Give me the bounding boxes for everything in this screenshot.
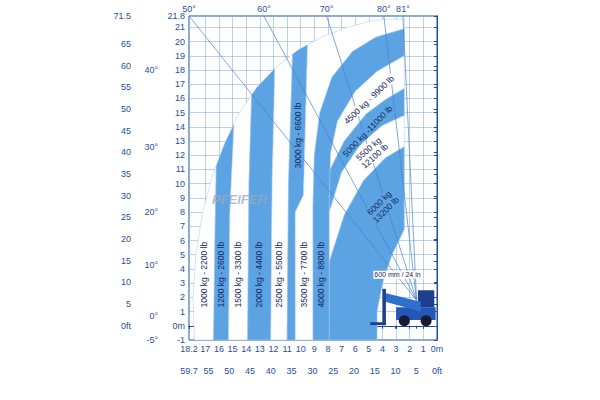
svg-text:PFEIFER: PFEIFER [212,192,268,207]
svg-text:12: 12 [175,150,185,160]
svg-text:6: 6 [180,236,185,246]
svg-text:21.8: 21.8 [167,11,185,21]
svg-text:-5°: -5° [146,335,158,345]
svg-text:20: 20 [175,37,185,47]
svg-text:4500 kg - 9900 lb: 4500 kg - 9900 lb [342,73,396,126]
svg-text:8: 8 [325,344,330,354]
svg-text:18.2: 18.2 [180,344,198,354]
svg-text:17: 17 [175,79,185,89]
svg-text:20: 20 [349,366,359,376]
svg-text:11: 11 [282,344,291,354]
svg-text:600 mm / 24 in: 600 mm / 24 in [374,271,420,278]
svg-text:10°: 10° [144,260,158,270]
svg-text:13: 13 [255,344,265,354]
svg-text:10: 10 [121,277,131,287]
svg-text:3: 3 [180,278,185,288]
svg-text:5: 5 [180,250,185,260]
svg-text:18: 18 [175,65,185,75]
svg-text:12: 12 [268,344,278,354]
svg-text:16: 16 [175,93,185,103]
svg-text:14: 14 [175,122,185,132]
svg-text:5000 kg -11000 lb: 5000 kg -11000 lb [340,103,395,159]
svg-text:60°: 60° [257,4,271,14]
svg-text:5: 5 [126,299,131,309]
svg-text:25: 25 [121,212,131,222]
svg-text:0°: 0° [149,311,158,321]
svg-text:81°: 81° [396,4,410,14]
svg-text:2500 kg - 5500 lb: 2500 kg - 5500 lb [274,242,284,308]
svg-text:15: 15 [175,108,185,118]
svg-text:30: 30 [307,366,317,376]
svg-text:30: 30 [121,191,131,201]
svg-text:21: 21 [175,22,185,32]
svg-text:14: 14 [241,344,251,354]
svg-text:55: 55 [121,82,131,92]
svg-text:4: 4 [180,264,185,274]
svg-text:11: 11 [176,164,185,174]
svg-text:1: 1 [180,307,185,317]
svg-text:50°: 50° [182,4,196,14]
svg-text:40°: 40° [144,65,158,75]
svg-text:25: 25 [328,366,338,376]
svg-text:5: 5 [414,366,419,376]
svg-text:13200 lb: 13200 lb [371,195,401,225]
svg-text:35: 35 [121,169,131,179]
svg-text:-1: -1 [177,335,185,345]
svg-text:4000 kg - 8800 lb: 4000 kg - 8800 lb [316,242,326,308]
svg-text:13: 13 [175,136,185,146]
svg-text:8: 8 [180,207,185,217]
svg-text:17: 17 [200,344,210,354]
svg-text:50: 50 [121,104,131,114]
svg-text:65: 65 [121,39,131,49]
svg-text:5: 5 [366,344,371,354]
svg-text:1500 kg - 3300 lb: 1500 kg - 3300 lb [233,242,243,308]
svg-text:0ft: 0ft [121,321,132,331]
svg-text:80°: 80° [377,4,391,14]
svg-text:71.5: 71.5 [113,11,131,21]
svg-text:2: 2 [180,292,185,302]
svg-text:7: 7 [180,221,185,231]
svg-text:16: 16 [214,344,224,354]
svg-text:7: 7 [339,344,344,354]
svg-text:1: 1 [421,344,426,354]
svg-text:10: 10 [175,179,185,189]
svg-text:45: 45 [245,366,255,376]
svg-text:35: 35 [287,366,297,376]
svg-text:0m: 0m [431,344,444,354]
svg-text:10: 10 [390,366,400,376]
svg-text:15: 15 [370,366,380,376]
svg-text:2: 2 [407,344,412,354]
svg-text:59.7: 59.7 [180,366,198,376]
svg-text:20: 20 [121,234,131,244]
svg-text:3000 kg - 6600 lb: 3000 kg - 6600 lb [293,102,303,168]
svg-text:0m: 0m [172,321,185,331]
svg-text:10: 10 [296,344,306,354]
svg-text:19: 19 [175,51,185,61]
svg-text:2000 kg - 4400 lb: 2000 kg - 4400 lb [254,242,264,308]
svg-text:50: 50 [224,366,234,376]
svg-text:55: 55 [204,366,214,376]
svg-text:40: 40 [266,366,276,376]
svg-text:3500 kg - 7700 lb: 3500 kg - 7700 lb [299,242,309,308]
svg-text:9: 9 [180,193,185,203]
svg-text:15: 15 [228,344,238,354]
svg-text:6: 6 [353,344,358,354]
svg-text:5500 kg: 5500 kg [353,135,383,163]
svg-text:0ft: 0ft [432,366,443,376]
svg-text:6000 kg: 6000 kg [364,188,394,218]
svg-text:40: 40 [121,147,131,157]
svg-text:45: 45 [121,126,131,136]
svg-text:3: 3 [394,344,399,354]
svg-text:30°: 30° [144,142,158,152]
svg-text:1200 kg - 2600 lb: 1200 kg - 2600 lb [216,242,226,308]
svg-text:1000 kg - 2200 lb: 1000 kg - 2200 lb [199,242,209,308]
svg-text:4: 4 [380,344,385,354]
svg-text:70°: 70° [320,4,334,14]
svg-text:20°: 20° [144,207,158,217]
svg-text:60: 60 [121,61,131,71]
svg-text:15: 15 [121,256,131,266]
svg-text:12100 lb: 12100 lb [359,141,390,170]
svg-text:9: 9 [312,344,317,354]
